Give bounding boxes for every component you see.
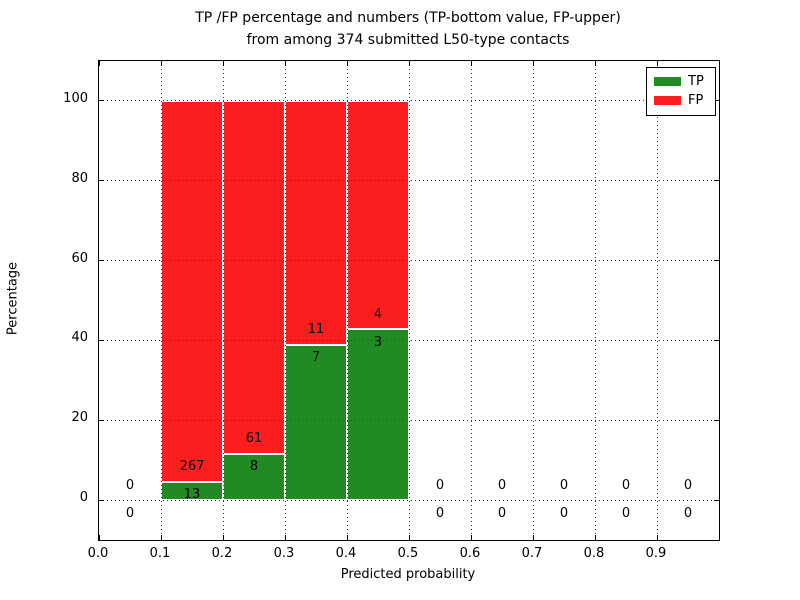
- tp-count-label: 0: [435, 505, 445, 521]
- bar-segment-tp: [347, 329, 409, 501]
- fp-count-label: 0: [435, 477, 445, 493]
- x-gridline: [594, 61, 596, 540]
- chart-title-line2: from among 374 submitted L50-type contac…: [246, 32, 570, 48]
- tp-count-label: 7: [311, 350, 321, 366]
- x-tick-bottom: [470, 535, 472, 540]
- legend-box: TP FP: [646, 67, 716, 116]
- bar-segment-fp: [285, 100, 347, 345]
- chart-title-line1: TP /FP percentage and numbers (TP-bottom…: [195, 10, 621, 26]
- tp-count-label: 0: [125, 505, 135, 521]
- legend-item-fp: FP: [647, 91, 715, 110]
- x-tick-top: [656, 61, 658, 66]
- x-tick-top: [98, 61, 100, 66]
- x-gridline: [346, 61, 348, 540]
- y-tick-left: [99, 100, 104, 102]
- x-tick-bottom: [346, 535, 348, 540]
- fp-count-label: 61: [245, 431, 263, 447]
- y-tick-right: [714, 419, 719, 421]
- fp-count-label: 0: [125, 477, 135, 493]
- y-tick-label: 40: [71, 330, 88, 346]
- bar-segment-fp: [347, 100, 409, 329]
- x-gridline: [160, 61, 162, 540]
- tp-count-label: 13: [183, 487, 201, 503]
- x-tick-label: 0.8: [583, 546, 605, 561]
- tp-count-label: 0: [497, 505, 507, 521]
- x-gridline: [656, 61, 658, 540]
- x-axis-label: Predicted probability: [340, 567, 476, 582]
- bar-segment-fp: [223, 100, 285, 454]
- x-tick-label: 0.4: [335, 546, 357, 561]
- fp-count-label: 0: [559, 477, 569, 493]
- x-gridline: [222, 61, 224, 540]
- x-tick-bottom: [98, 535, 100, 540]
- x-tick-bottom: [408, 535, 410, 540]
- fp-count-label: 11: [307, 322, 325, 338]
- x-tick-bottom: [160, 535, 162, 540]
- fp-count-label: 4: [373, 306, 383, 322]
- legend-patch-tp: [654, 77, 681, 86]
- x-tick-top: [532, 61, 534, 66]
- x-tick-bottom: [284, 535, 286, 540]
- x-tick-bottom: [532, 535, 534, 540]
- x-tick-top: [408, 61, 410, 66]
- y-tick-left: [99, 499, 104, 501]
- y-tick-left: [99, 180, 104, 182]
- x-tick-label: 0.0: [87, 546, 109, 561]
- y-tick-right: [714, 499, 719, 501]
- fp-count-label: 0: [683, 477, 693, 493]
- fp-count-label: 267: [179, 459, 205, 475]
- fp-count-label: 0: [621, 477, 631, 493]
- x-gridline: [470, 61, 472, 540]
- tp-count-label: 0: [559, 505, 569, 521]
- x-tick-label: 0.6: [459, 546, 481, 561]
- plot-area: TP FP 0 0 267 13 61 8 11 7 4 3 0 0 0 0 0 0 0 0 0 0: [98, 60, 720, 541]
- x-tick-label: 0.7: [521, 546, 543, 561]
- tp-count-label: 0: [683, 505, 693, 521]
- x-tick-top: [222, 61, 224, 66]
- x-tick-top: [346, 61, 348, 66]
- x-tick-label: 0.9: [645, 546, 667, 561]
- bar-segment-tp: [285, 344, 347, 501]
- tp-count-label: 0: [621, 505, 631, 521]
- y-tick-label: 0: [79, 490, 88, 506]
- y-tick-label: 20: [71, 410, 88, 426]
- y-tick-right: [714, 180, 719, 182]
- y-tick-label: 100: [63, 90, 88, 106]
- y-tick-right: [714, 100, 719, 102]
- x-gridline: [532, 61, 534, 540]
- x-tick-bottom: [594, 535, 596, 540]
- x-tick-top: [160, 61, 162, 66]
- x-tick-top: [284, 61, 286, 66]
- legend-label: FP: [688, 93, 704, 108]
- legend-item-tp: TP: [647, 72, 715, 91]
- y-tick-left: [99, 260, 104, 262]
- y-tick-left: [99, 339, 104, 341]
- y-axis-label: Percentage: [5, 261, 21, 336]
- legend-patch-fp: [654, 96, 681, 105]
- x-tick-label: 0.3: [273, 546, 295, 561]
- fp-count-label: 0: [497, 477, 507, 493]
- y-tick-right: [714, 260, 719, 262]
- x-gridline: [284, 61, 286, 540]
- legend-label: TP: [688, 74, 704, 89]
- x-tick-label: 0.5: [397, 546, 419, 561]
- x-tick-label: 0.1: [149, 546, 171, 561]
- y-tick-left: [99, 419, 104, 421]
- y-tick-right: [714, 339, 719, 341]
- x-tick-label: 0.2: [211, 546, 233, 561]
- x-tick-top: [594, 61, 596, 66]
- tp-count-label: 8: [249, 459, 259, 475]
- x-tick-bottom: [222, 535, 224, 540]
- x-tick-top: [470, 61, 472, 66]
- y-tick-label: 80: [71, 170, 88, 186]
- x-gridline: [408, 61, 410, 540]
- bar-segment-fp: [161, 100, 223, 482]
- x-tick-bottom: [656, 535, 658, 540]
- tp-count-label: 3: [373, 334, 383, 350]
- y-tick-label: 60: [71, 250, 88, 266]
